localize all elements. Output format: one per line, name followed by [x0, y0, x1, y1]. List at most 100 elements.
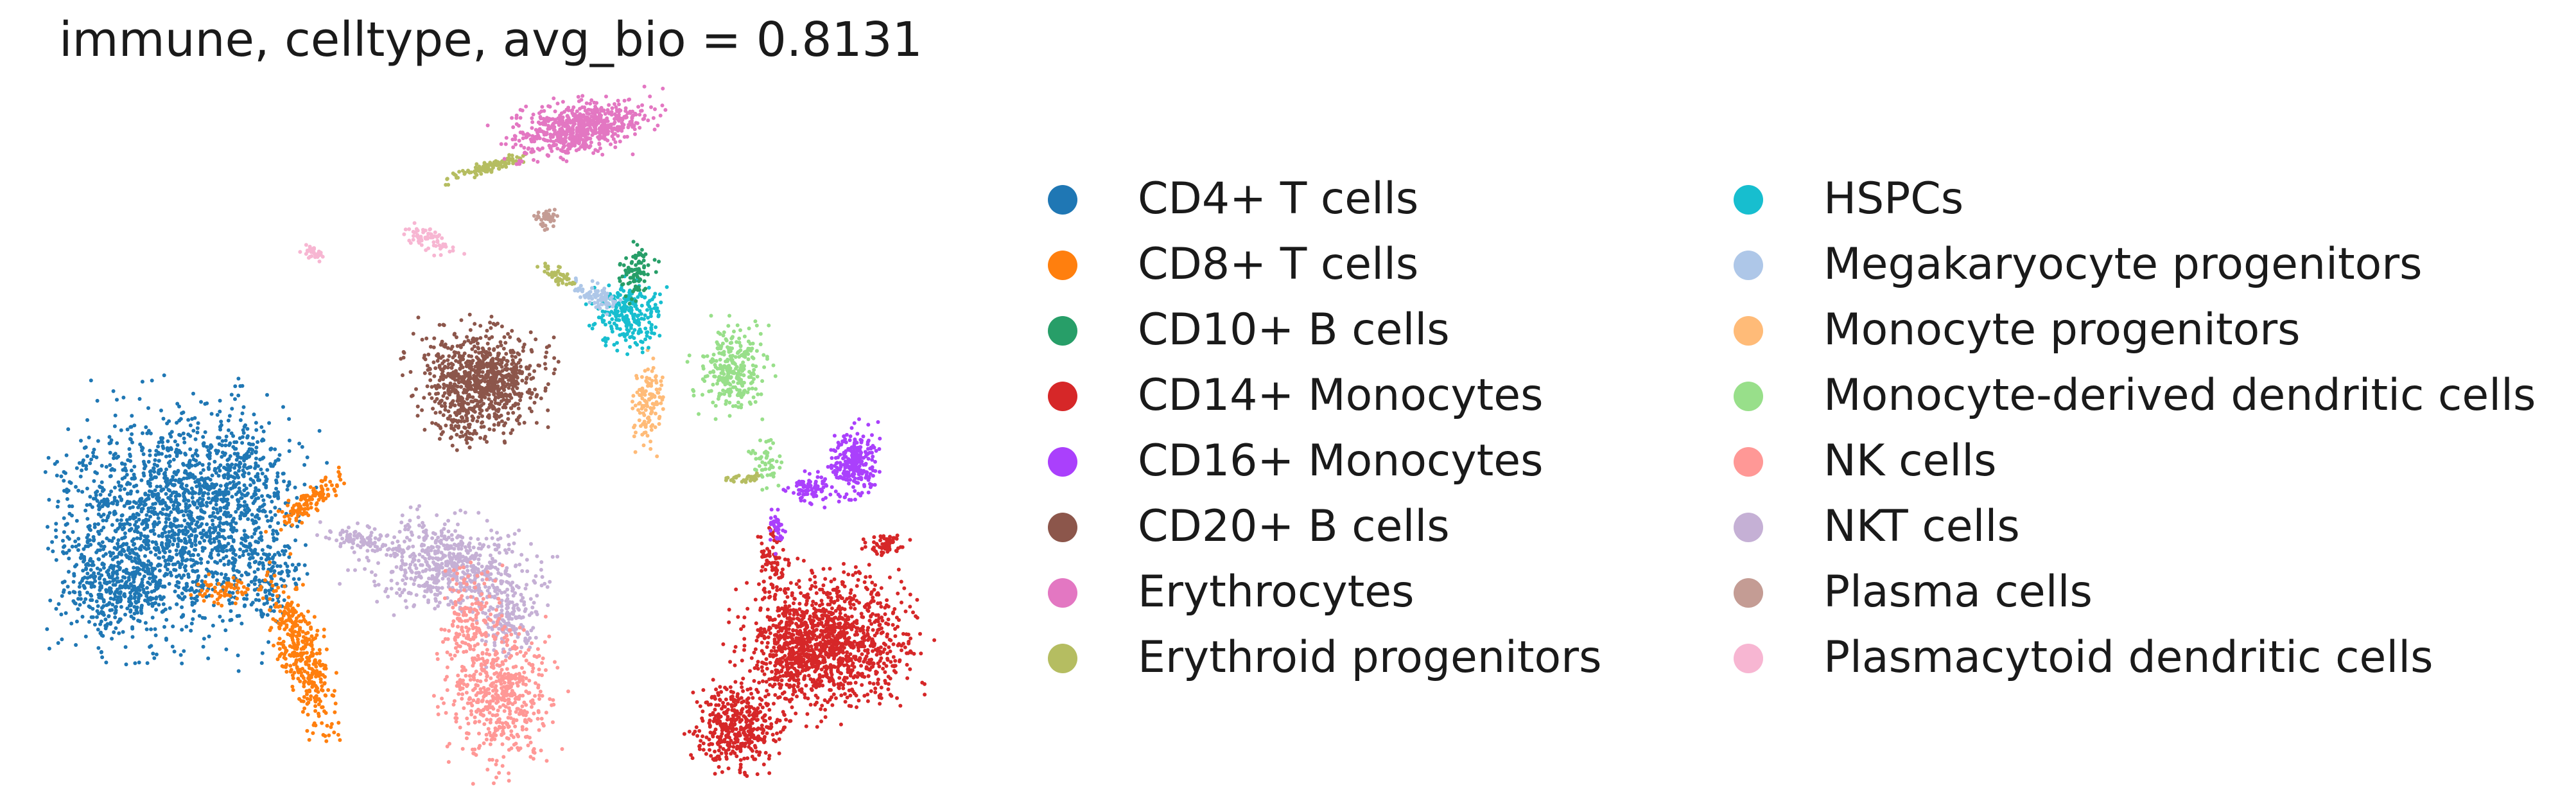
- cell-point: [96, 571, 101, 576]
- cell-point: [467, 627, 471, 631]
- cell-point: [305, 728, 309, 733]
- cell-point: [482, 722, 487, 727]
- cell-point: [110, 523, 114, 527]
- cell-point: [494, 679, 498, 684]
- cell-point: [511, 735, 516, 739]
- cell-point: [173, 439, 177, 444]
- cell-point: [480, 657, 485, 661]
- cell-point: [180, 628, 184, 632]
- cell-point: [510, 610, 514, 615]
- cell-point: [469, 595, 473, 599]
- cell-point: [299, 496, 304, 500]
- cell-point: [502, 649, 507, 654]
- cell-point: [476, 561, 481, 566]
- cell-point: [399, 564, 403, 569]
- cell-point: [224, 467, 229, 472]
- cell-point: [293, 619, 298, 623]
- cell-point: [226, 542, 231, 546]
- cell-point: [189, 542, 194, 546]
- cell-point: [158, 563, 162, 567]
- cell-point: [212, 486, 216, 490]
- cell-point: [462, 706, 466, 710]
- cell-point: [71, 530, 75, 534]
- cell-point: [185, 530, 189, 534]
- cell-point: [440, 354, 445, 358]
- cell-point: [508, 685, 512, 690]
- cell-point: [520, 704, 525, 709]
- cell-point: [498, 664, 502, 668]
- cell-point: [132, 574, 137, 579]
- cell-point: [531, 666, 535, 671]
- cell-point: [496, 597, 501, 601]
- cell-point: [302, 651, 306, 655]
- cell-point: [508, 709, 512, 713]
- cell-point: [320, 488, 325, 491]
- cell-point: [113, 413, 117, 418]
- cell-point: [497, 725, 501, 729]
- cell-point: [378, 547, 383, 551]
- cell-point: [546, 408, 550, 412]
- cell-point: [392, 613, 396, 617]
- cell-point: [536, 683, 541, 687]
- cell-point: [419, 543, 424, 548]
- cell-point: [505, 393, 509, 397]
- cell-point: [466, 635, 471, 639]
- cell-point: [171, 542, 175, 547]
- cell-point: [241, 549, 246, 554]
- cell-point: [489, 737, 494, 742]
- cell-point: [183, 452, 187, 455]
- cell-point: [67, 556, 71, 561]
- cell-point: [552, 335, 556, 340]
- cell-point: [195, 426, 200, 430]
- cell-point: [160, 541, 164, 545]
- cell-point: [268, 560, 272, 565]
- cell-point: [435, 705, 440, 709]
- cell-point: [507, 706, 511, 710]
- cell-point: [480, 638, 484, 642]
- cell-point: [476, 415, 481, 419]
- cell-point: [258, 505, 262, 509]
- cell-point: [100, 655, 105, 660]
- cell-point: [265, 613, 270, 617]
- cell-point: [128, 594, 133, 599]
- cell-point: [447, 629, 451, 633]
- cell-point: [425, 384, 430, 389]
- cell-point: [455, 535, 459, 540]
- cell-point: [159, 409, 163, 412]
- cell-point: [474, 597, 478, 601]
- cell-point: [455, 616, 460, 621]
- cell-point: [477, 719, 482, 724]
- cell-point: [437, 601, 442, 604]
- cell-point: [278, 564, 283, 569]
- cell-point: [87, 563, 91, 567]
- cell-point: [246, 517, 250, 522]
- cell-point: [353, 568, 357, 572]
- cell-point: [507, 542, 511, 547]
- cell-point: [501, 619, 506, 624]
- cell-point: [445, 563, 449, 568]
- cell-point: [177, 432, 182, 437]
- cell-point: [304, 543, 308, 547]
- cell-point: [416, 515, 421, 520]
- cell-point: [223, 572, 228, 577]
- cell-point: [535, 716, 540, 721]
- cell-point: [225, 549, 229, 553]
- cell-point: [440, 576, 445, 581]
- cell-point: [543, 389, 548, 393]
- cell-point: [326, 493, 331, 498]
- cell-point: [148, 448, 152, 453]
- cell-point: [487, 347, 491, 351]
- cell-point: [261, 567, 266, 570]
- cell-point: [85, 486, 89, 491]
- cell-point: [452, 554, 457, 559]
- cell-point: [424, 567, 428, 572]
- cell-point: [468, 678, 473, 682]
- cell-point: [114, 626, 118, 630]
- cell-point: [456, 522, 460, 527]
- cell-point: [493, 579, 498, 583]
- cell-point: [135, 570, 140, 574]
- cell-point: [72, 572, 76, 576]
- cell-point: [199, 509, 204, 513]
- cell-point: [504, 654, 509, 658]
- cell-point: [247, 441, 251, 446]
